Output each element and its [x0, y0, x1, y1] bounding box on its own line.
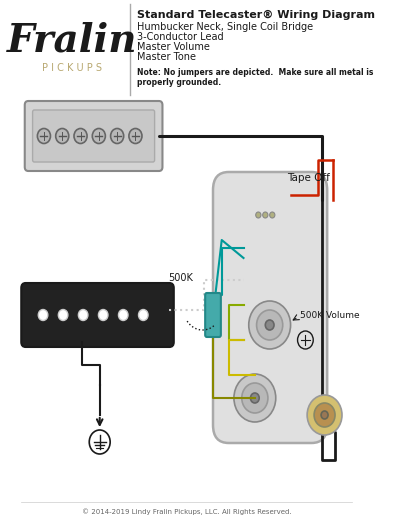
- Circle shape: [263, 212, 268, 218]
- Circle shape: [270, 212, 275, 218]
- Circle shape: [314, 403, 335, 427]
- Circle shape: [56, 128, 69, 143]
- FancyBboxPatch shape: [25, 101, 162, 171]
- Circle shape: [58, 309, 68, 321]
- FancyBboxPatch shape: [32, 110, 155, 162]
- Circle shape: [74, 128, 87, 143]
- Circle shape: [321, 411, 328, 419]
- Circle shape: [249, 301, 290, 349]
- Text: Master Tone: Master Tone: [137, 52, 196, 62]
- Circle shape: [98, 309, 108, 321]
- Text: Note: No jumpers are depicted.  Make sure all metal is
properly grounded.: Note: No jumpers are depicted. Make sure…: [137, 68, 374, 88]
- Text: P I C K U P S: P I C K U P S: [42, 63, 102, 73]
- Circle shape: [138, 309, 148, 321]
- Text: Humbucker Neck, Single Coil Bridge: Humbucker Neck, Single Coil Bridge: [137, 22, 313, 32]
- Text: © 2014-2019 Lindy Fralin Pickups, LLC. All Rights Reserved.: © 2014-2019 Lindy Fralin Pickups, LLC. A…: [82, 509, 292, 515]
- Circle shape: [92, 128, 105, 143]
- Circle shape: [307, 395, 342, 435]
- Circle shape: [242, 383, 268, 413]
- FancyBboxPatch shape: [205, 293, 221, 337]
- Text: Standard Telecaster® Wiring Diagram: Standard Telecaster® Wiring Diagram: [137, 10, 375, 20]
- Circle shape: [118, 309, 128, 321]
- FancyBboxPatch shape: [213, 172, 327, 443]
- Circle shape: [78, 309, 88, 321]
- Circle shape: [234, 374, 276, 422]
- Circle shape: [256, 212, 261, 218]
- Text: 3-Conductor Lead: 3-Conductor Lead: [137, 32, 224, 42]
- Circle shape: [129, 128, 142, 143]
- FancyBboxPatch shape: [21, 283, 174, 347]
- Circle shape: [37, 128, 50, 143]
- Text: Fralin: Fralin: [6, 21, 137, 59]
- Text: 500K: 500K: [168, 273, 193, 283]
- Circle shape: [256, 310, 283, 340]
- Text: Tape Off: Tape Off: [287, 173, 330, 183]
- Circle shape: [250, 393, 259, 403]
- Text: Master Volume: Master Volume: [137, 42, 210, 52]
- Circle shape: [38, 309, 48, 321]
- Circle shape: [111, 128, 124, 143]
- Circle shape: [265, 320, 274, 330]
- Text: 500K Volume: 500K Volume: [300, 310, 360, 320]
